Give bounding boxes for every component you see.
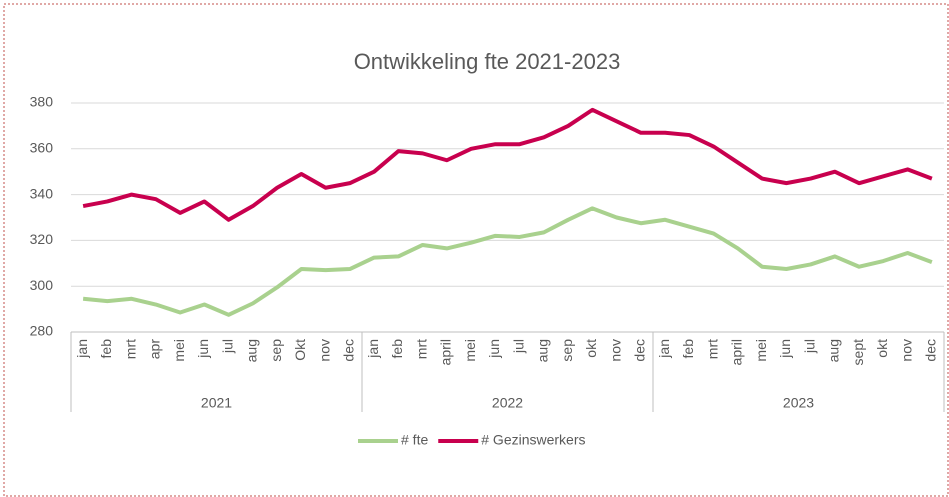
- x-tick-label: jul: [219, 339, 235, 354]
- x-tick-label: nov: [898, 339, 914, 362]
- y-tick-label: 360: [30, 140, 54, 156]
- x-tick-label: aug: [535, 339, 551, 362]
- x-tick-label: sep: [268, 339, 284, 362]
- x-tick-label: nov: [316, 339, 332, 362]
- x-tick-label: apr: [147, 339, 163, 360]
- x-tick-label: okt: [583, 339, 599, 358]
- y-tick-label: 280: [30, 323, 54, 339]
- x-tick-label: jan: [74, 339, 90, 359]
- x-tick-label: mrt: [122, 339, 138, 359]
- legend-label: # Gezinswerkers: [481, 432, 585, 448]
- y-tick-label: 320: [30, 231, 54, 247]
- x-tick-label: april: [729, 339, 745, 365]
- x-tick-label: dec: [632, 339, 648, 362]
- x-group-label: 2022: [492, 395, 523, 411]
- series-line: [82, 107, 933, 222]
- x-tick-label: mei: [171, 339, 187, 362]
- x-group-label: 2021: [201, 395, 232, 411]
- x-tick-label: mei: [462, 339, 478, 362]
- x-tick-label: sep: [559, 339, 575, 362]
- y-tick-label: 340: [30, 185, 54, 201]
- x-group-label: 2023: [783, 395, 814, 411]
- x-tick-label: Okt: [292, 339, 308, 361]
- x-tick-label: mrt: [704, 339, 720, 359]
- x-tick-label: okt: [874, 339, 890, 358]
- x-tick-label: feb: [98, 339, 114, 359]
- x-tick-label: aug: [826, 339, 842, 362]
- x-tick-label: mrt: [413, 339, 429, 359]
- y-tick-label: 380: [30, 94, 54, 110]
- legend-label: # fte: [401, 432, 428, 448]
- chart-title: Ontwikkeling fte 2021-2023: [354, 49, 621, 74]
- x-tick-label: feb: [389, 339, 405, 359]
- x-tick-label: mei: [753, 339, 769, 362]
- x-tick-label: nov: [607, 339, 623, 362]
- x-tick-label: jan: [656, 339, 672, 359]
- x-tick-label: april: [438, 339, 454, 365]
- x-tick-label: jun: [195, 339, 211, 359]
- selection-frame: [3, 3, 949, 497]
- x-tick-label: feb: [680, 339, 696, 359]
- x-tick-label: jun: [777, 339, 793, 359]
- x-tick-label: jul: [510, 339, 526, 354]
- x-tick-label: dec: [923, 339, 939, 362]
- y-tick-label: 300: [30, 277, 54, 293]
- x-tick-label: sept: [850, 339, 866, 366]
- x-tick-label: dec: [341, 339, 357, 362]
- series-line: [82, 206, 933, 317]
- x-tick-label: jul: [801, 339, 817, 354]
- x-tick-label: jan: [365, 339, 381, 359]
- x-tick-label: aug: [244, 339, 260, 362]
- x-tick-label: jun: [486, 339, 502, 359]
